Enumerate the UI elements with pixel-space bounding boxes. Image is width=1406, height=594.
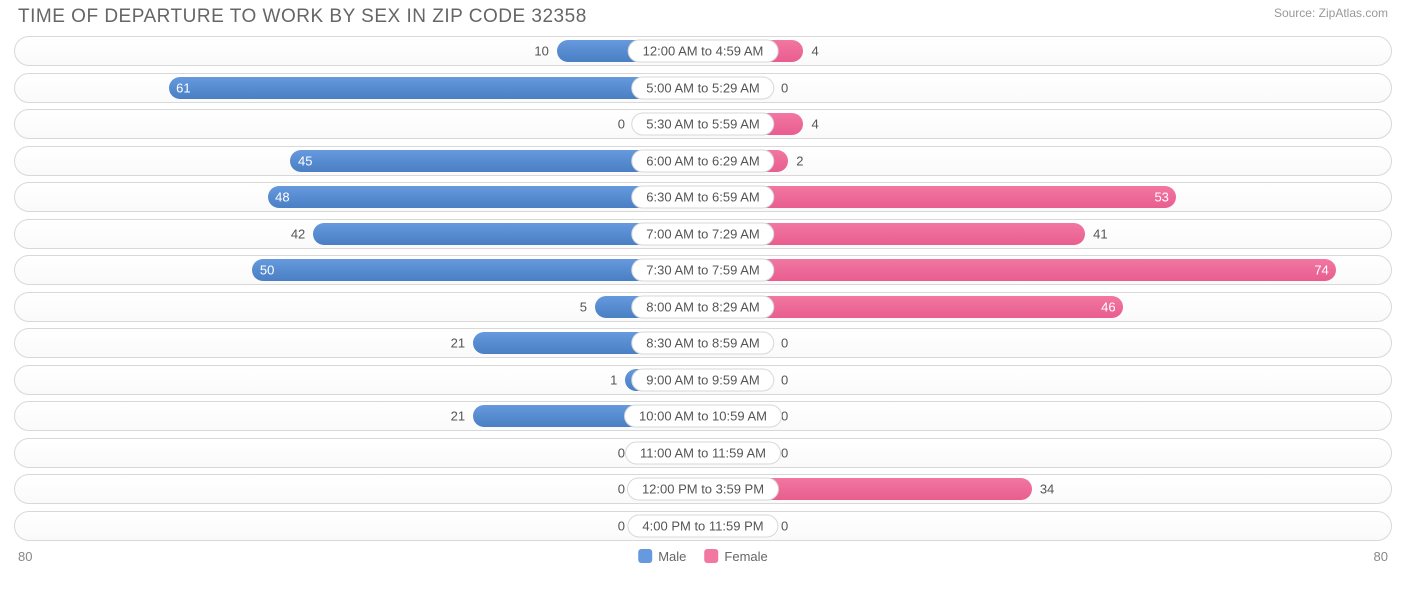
value-female: 53	[1154, 190, 1168, 205]
chart-row: 12:00 PM to 3:59 PM0 34	[14, 474, 1392, 504]
value-male: 0	[618, 482, 625, 497]
row-category-label: 6:00 AM to 6:29 AM	[631, 149, 774, 172]
legend-swatch-female	[704, 549, 718, 563]
chart-row: 5:30 AM to 5:59 AM 0 4	[14, 109, 1392, 139]
chart-row: 6:00 AM to 6:29 AM 45 2	[14, 146, 1392, 176]
diverging-bar-chart: 12:00 AM to 4:59 AM1045:00 AM to 5:29 AM…	[0, 36, 1406, 541]
value-male: 0	[618, 518, 625, 533]
value-male: 21	[451, 409, 465, 424]
chart-row: 8:00 AM to 8:29 AM 5 46	[14, 292, 1392, 322]
row-category-label: 5:30 AM to 5:59 AM	[631, 113, 774, 136]
chart-row: 10:00 AM to 10:59 AM 21 0	[14, 401, 1392, 431]
value-male: 48	[275, 190, 289, 205]
chart-row: 8:30 AM to 8:59 AM 21 0	[14, 328, 1392, 358]
legend-label-male: Male	[658, 549, 686, 564]
value-female: 0	[781, 80, 788, 95]
value-male: 0	[618, 117, 625, 132]
value-male: 10	[534, 44, 548, 59]
bar-female	[703, 259, 1336, 281]
chart-row: 11:00 AM to 11:59 AM0 0	[14, 438, 1392, 468]
value-female: 0	[781, 409, 788, 424]
axis-max-right: 80	[1374, 549, 1388, 564]
chart-row: 9:00 AM to 9:59 AM 1 0	[14, 365, 1392, 395]
value-male: 45	[298, 153, 312, 168]
value-male: 21	[451, 336, 465, 351]
row-category-label: 11:00 AM to 11:59 AM	[625, 441, 781, 464]
legend-swatch-male	[638, 549, 652, 563]
value-female: 0	[781, 445, 788, 460]
row-category-label: 12:00 AM to 4:59 AM	[628, 40, 779, 63]
row-category-label: 4:00 PM to 11:59 PM	[627, 514, 778, 537]
value-male: 42	[291, 226, 305, 241]
row-category-label: 5:00 AM to 5:29 AM	[631, 76, 774, 99]
chart-row: 4:00 PM to 11:59 PM0 0	[14, 511, 1392, 541]
row-category-label: 8:30 AM to 8:59 AM	[631, 332, 774, 355]
value-male: 5	[580, 299, 587, 314]
chart-title: TIME OF DEPARTURE TO WORK BY SEX IN ZIP …	[18, 6, 587, 28]
legend-label-female: Female	[724, 549, 767, 564]
legend-item-female: Female	[704, 549, 767, 564]
value-female: 74	[1314, 263, 1328, 278]
value-female: 0	[781, 518, 788, 533]
value-male: 61	[176, 80, 190, 95]
value-male: 50	[260, 263, 274, 278]
row-category-label: 12:00 PM to 3:59 PM	[627, 478, 779, 501]
value-male: 0	[618, 445, 625, 460]
value-female: 41	[1093, 226, 1107, 241]
value-female: 2	[796, 153, 803, 168]
chart-source: Source: ZipAtlas.com	[1274, 6, 1388, 20]
chart-legend: Male Female	[638, 549, 768, 564]
value-female: 34	[1040, 482, 1054, 497]
row-category-label: 6:30 AM to 6:59 AM	[631, 186, 774, 209]
row-category-label: 8:00 AM to 8:29 AM	[631, 295, 774, 318]
bar-male	[169, 77, 703, 99]
row-category-label: 10:00 AM to 10:59 AM	[624, 405, 782, 428]
chart-row: 7:30 AM to 7:59 AM 50 74	[14, 255, 1392, 285]
row-category-label: 9:00 AM to 9:59 AM	[631, 368, 774, 391]
value-male: 1	[610, 372, 617, 387]
chart-row: 5:00 AM to 5:29 AM 61 0	[14, 73, 1392, 103]
value-female: 4	[811, 117, 818, 132]
chart-row: 7:00 AM to 7:29 AM 42 41	[14, 219, 1392, 249]
chart-row: 6:30 AM to 6:59 AM 48 53	[14, 182, 1392, 212]
legend-item-male: Male	[638, 549, 686, 564]
chart-footer: 80 Male Female 80	[0, 547, 1406, 564]
row-category-label: 7:00 AM to 7:29 AM	[631, 222, 774, 245]
axis-max-left: 80	[18, 549, 32, 564]
value-female: 0	[781, 372, 788, 387]
chart-row: 12:00 AM to 4:59 AM 10 4	[14, 36, 1392, 66]
row-category-label: 7:30 AM to 7:59 AM	[631, 259, 774, 282]
value-female: 0	[781, 336, 788, 351]
value-female: 46	[1101, 299, 1115, 314]
chart-header: TIME OF DEPARTURE TO WORK BY SEX IN ZIP …	[0, 0, 1406, 36]
value-female: 4	[811, 44, 818, 59]
